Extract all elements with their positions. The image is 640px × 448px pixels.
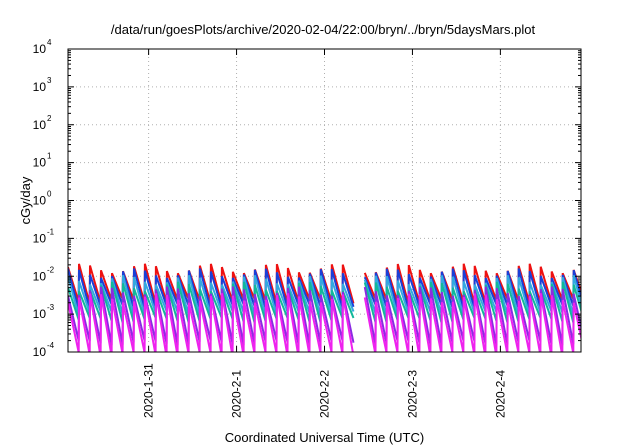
y-tick-exponent: -4 [47, 341, 55, 350]
y-tick-label: 10 [33, 269, 47, 283]
y-tick-exponent: 0 [47, 190, 52, 199]
y-tick-exponent: -1 [47, 227, 55, 236]
y-tick-label: 10 [33, 345, 47, 359]
x-axis-ticks: 2020-1-31 2020-2-1 2020-2-2 2020-2-3 2020-2-… [142, 49, 507, 418]
y-tick-label: 10 [33, 42, 47, 56]
series-layer [68, 263, 581, 352]
y-tick-label: 10 [33, 231, 47, 245]
x-tick-label: 2020-1-31 [142, 363, 156, 418]
chart-title: /data/run/goesPlots/archive/2020-02-04/2… [111, 22, 536, 37]
x-axis-label: Coordinated Universal Time (UTC) [225, 430, 424, 445]
y-tick-exponent: -3 [47, 303, 55, 312]
x-tick-label: 2020-2-2 [318, 370, 332, 418]
y-tick-exponent: 3 [47, 76, 52, 85]
series-line [68, 293, 354, 352]
y-tick-label: 10 [33, 118, 47, 132]
y-tick-exponent: -2 [47, 265, 55, 274]
x-tick-label: 2020-2-1 [230, 370, 244, 418]
y-tick-exponent: 1 [47, 152, 52, 161]
y-axis-label: cGy/day [18, 176, 33, 224]
x-tick-label: 2020-2-4 [493, 370, 507, 418]
y-tick-label: 10 [33, 156, 47, 170]
x-tick-label: 2020-2-3 [405, 370, 419, 418]
y-tick-exponent: 4 [47, 38, 52, 47]
y-tick-label: 10 [33, 307, 47, 321]
y-tick-label: 10 [33, 80, 47, 94]
y-tick-exponent: 2 [47, 114, 52, 123]
series-line [363, 293, 581, 352]
y-tick-label: 10 [33, 194, 47, 208]
